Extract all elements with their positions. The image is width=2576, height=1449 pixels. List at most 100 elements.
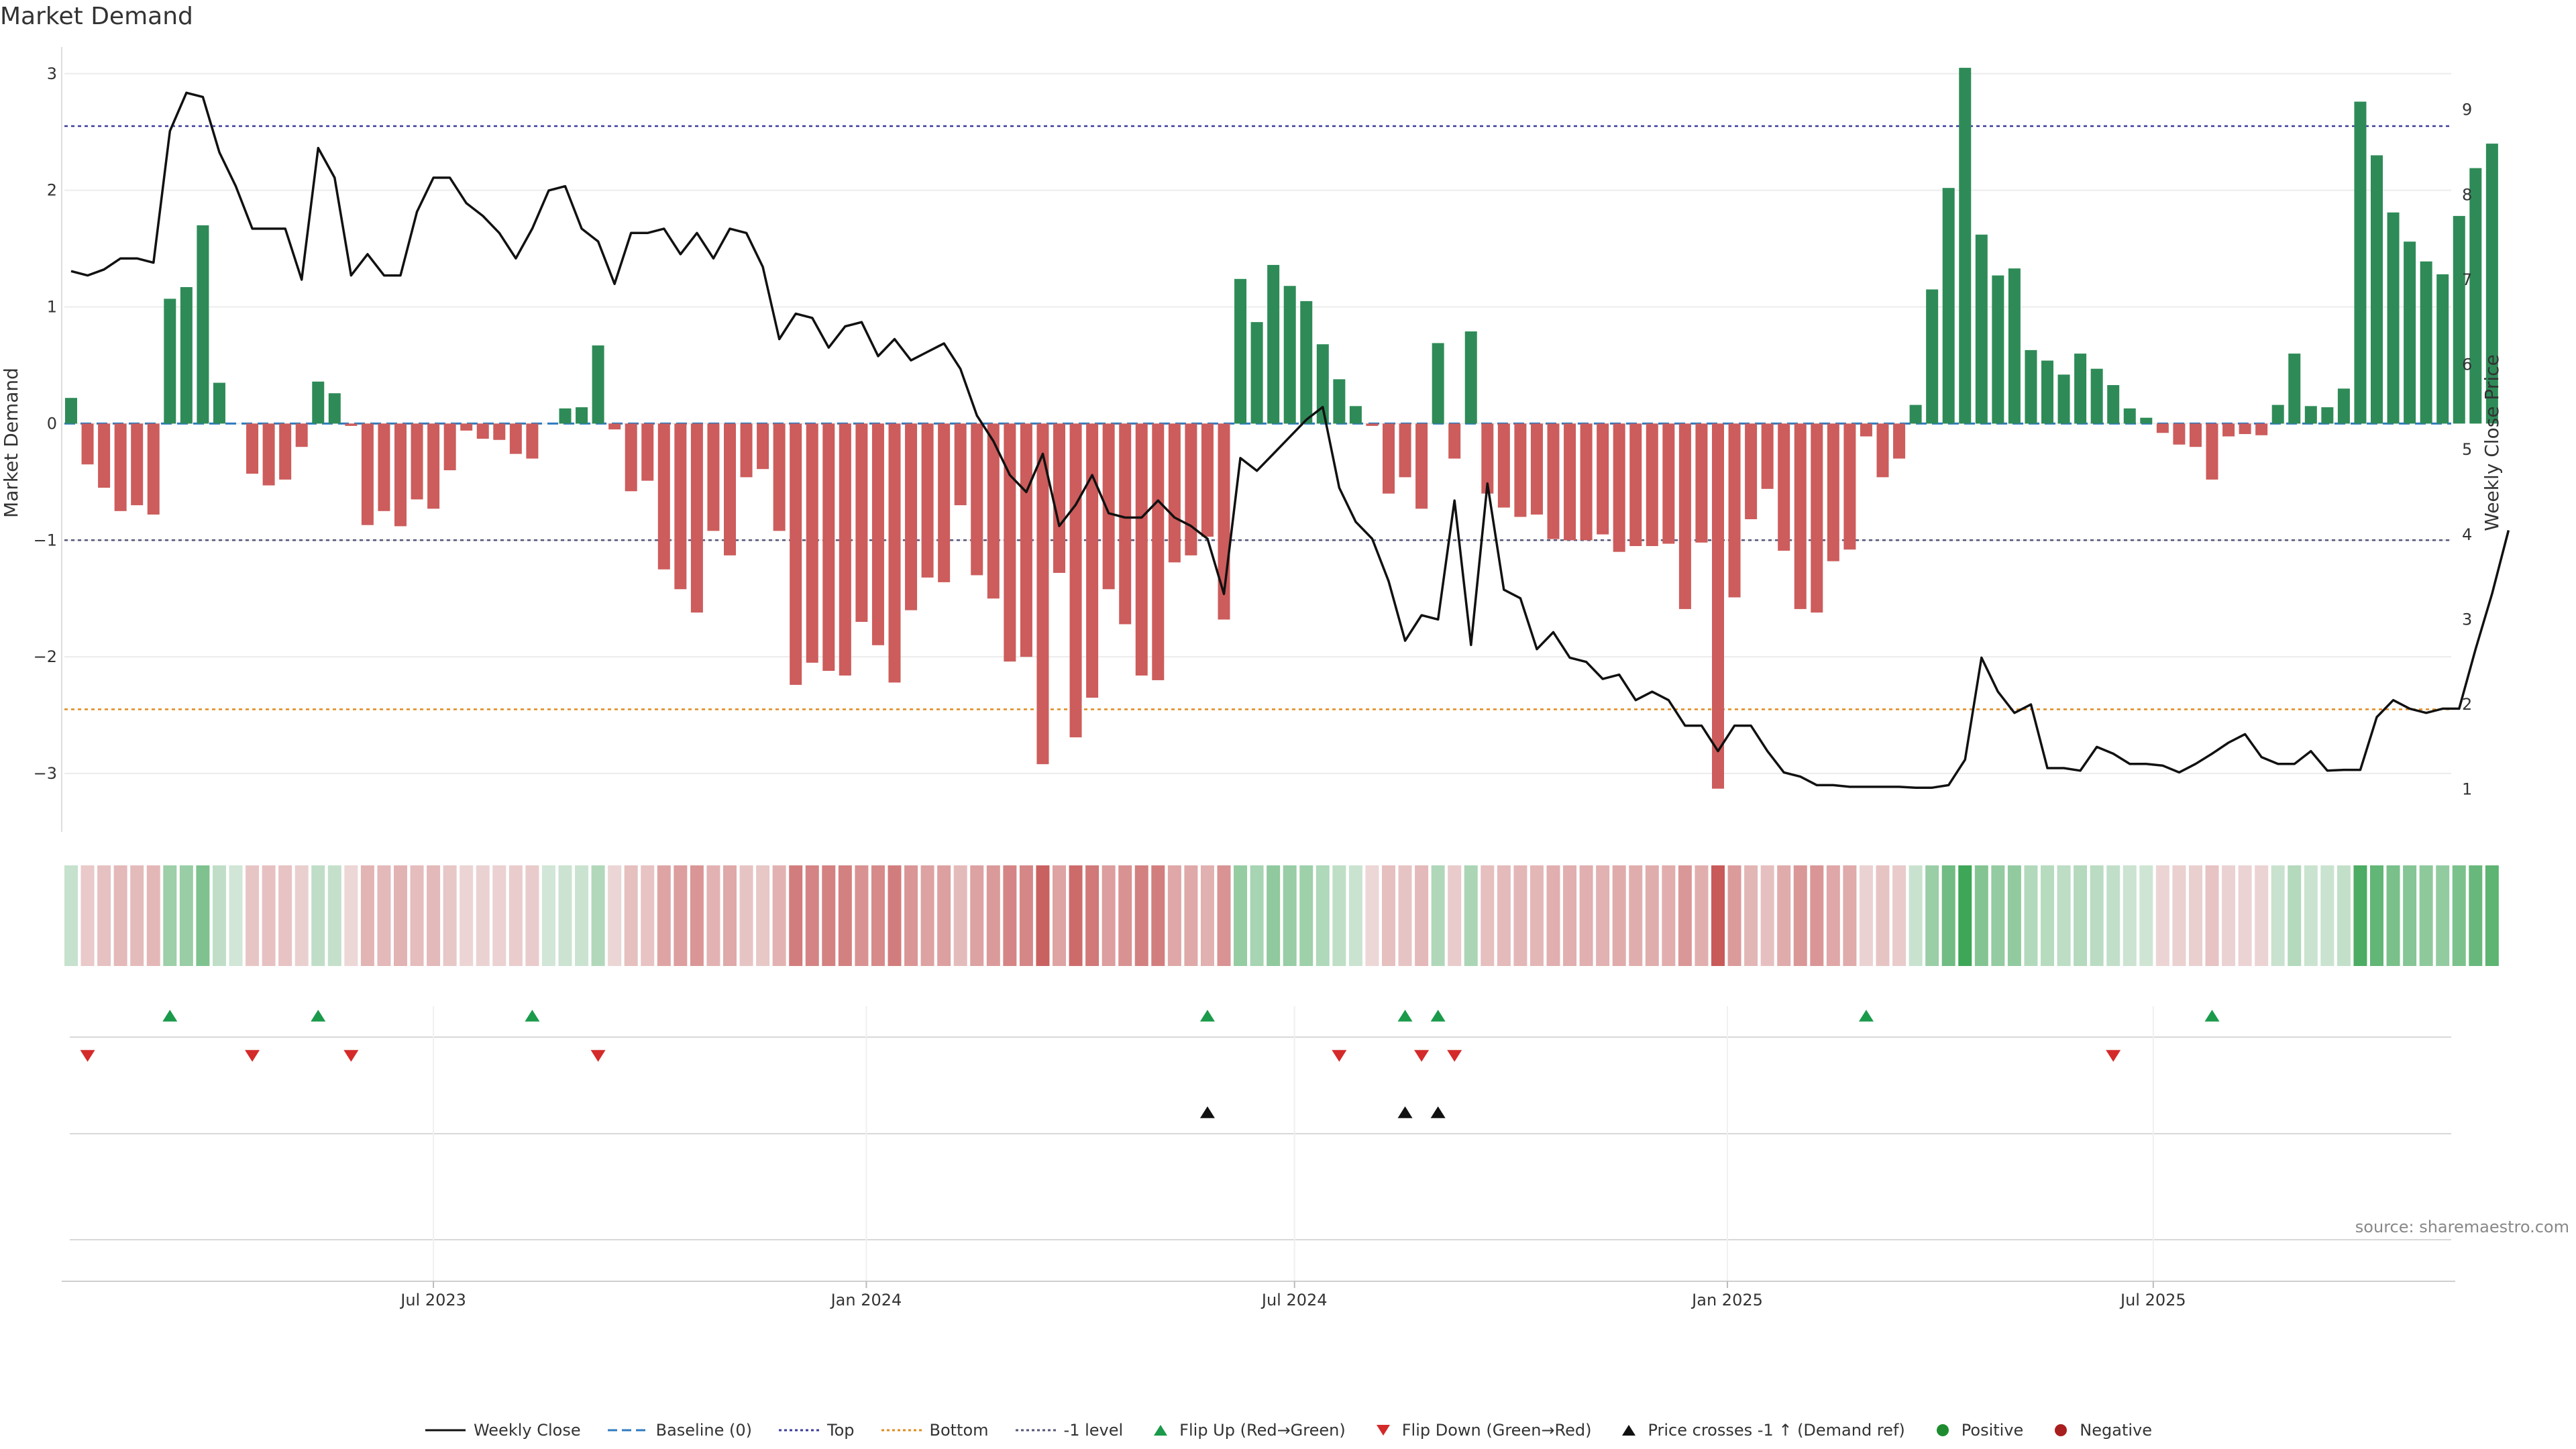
heat-cell [970, 865, 984, 966]
heat-cell [838, 865, 852, 966]
heat-cell [492, 865, 506, 966]
legend-item-negative: Negative [2049, 1421, 2152, 1440]
demand-bar [1678, 423, 1691, 609]
demand-bar [213, 382, 225, 424]
demand-bar [2156, 423, 2169, 433]
legend-symbol-minus1 [1015, 1429, 1056, 1432]
demand-bar [1564, 423, 1576, 541]
heat-cell [2469, 865, 2483, 966]
y2-tick-label: 4 [2462, 525, 2472, 544]
demand-bar [1778, 423, 1790, 551]
demand-bar [394, 423, 407, 527]
heat-cell [986, 865, 1000, 966]
heat-cell [1579, 865, 1593, 966]
demand-bar [1036, 423, 1049, 765]
heat-cell [1448, 865, 1462, 966]
demand-bar [757, 423, 769, 470]
heat-cell [1151, 865, 1165, 966]
legend-symbol-negative [2055, 1424, 2068, 1436]
demand-bar [2255, 423, 2268, 435]
demand-bar [1712, 423, 1724, 789]
demand-bar [1992, 275, 2004, 424]
heat-cell [2123, 865, 2137, 966]
legend-label: Weekly Close [473, 1421, 581, 1440]
demand-bar [1794, 423, 1807, 609]
heat-cell [1596, 865, 1610, 966]
demand-bar [2189, 423, 2202, 447]
heat-cell [196, 865, 210, 966]
demand-bar [246, 423, 259, 474]
demand-bar [1102, 423, 1115, 590]
heat-cell [97, 865, 111, 966]
heat-cell [1777, 865, 1791, 966]
heat-cell [558, 865, 572, 966]
demand-bar [147, 423, 160, 515]
heat-cell [1102, 865, 1116, 966]
heat-cell [229, 865, 243, 966]
demand-bar [1086, 423, 1099, 698]
heat-cell [1053, 865, 1066, 966]
heat-cell [1662, 865, 1676, 966]
demand-bar [2288, 354, 2301, 424]
demand-bar [1201, 423, 1214, 537]
heat-cell [1843, 865, 1857, 966]
demand-bar [1745, 423, 1758, 519]
demand-bar [98, 423, 111, 488]
demand-bar [1728, 423, 1741, 598]
demand-bar [1695, 423, 1708, 543]
demand-bar [641, 423, 654, 481]
demand-bar [526, 423, 539, 459]
demand-bar [2074, 354, 2087, 424]
heat-cell [113, 865, 127, 966]
legend-symbol-flip-down [1376, 1425, 1390, 1436]
demand-bar [509, 423, 522, 454]
y2-tick-label: 1 [2462, 780, 2472, 799]
demand-bar [1383, 423, 1395, 494]
demand-bar [773, 423, 786, 531]
demand-bar [1629, 423, 1642, 546]
demand-bar [657, 423, 670, 570]
heat-cell [1612, 865, 1626, 966]
heat-cell [575, 865, 589, 966]
legend-label: Baseline (0) [655, 1421, 752, 1440]
heat-cell [460, 865, 474, 966]
legend-label: Top [827, 1421, 855, 1440]
heat-cell [2255, 865, 2269, 966]
heat-cell [2370, 865, 2383, 966]
flip-down-marker [245, 1050, 260, 1062]
legend-label: Flip Down (Green→Red) [1401, 1421, 1592, 1440]
heat-cell [1793, 865, 1807, 966]
heat-cell [246, 865, 260, 966]
demand-bar [1975, 234, 1988, 424]
y-axis-label: Market Demand [0, 368, 22, 518]
flip-up-marker [162, 1010, 178, 1022]
x-tick-label: Jul 2024 [1260, 1291, 1328, 1309]
legend-symbol-weekly-close [425, 1429, 466, 1432]
flip-down-marker [343, 1050, 359, 1062]
heat-cell [1892, 865, 1907, 966]
heat-cell [723, 865, 737, 966]
heat-cell [674, 865, 688, 966]
flip-up-marker [1430, 1010, 1446, 1022]
y2-tick-label: 9 [2462, 101, 2472, 119]
demand-bar [1860, 423, 1872, 437]
flip-up-marker [311, 1010, 326, 1022]
heat-cell [1134, 865, 1148, 966]
flip-down-marker [2106, 1050, 2121, 1062]
demand-bar [411, 423, 423, 500]
heat-cell [1744, 865, 1758, 966]
heat-cell [904, 865, 918, 966]
demand-bar [114, 423, 127, 511]
legend-item-positive: Positive [1931, 1421, 2024, 1440]
heat-cell [1200, 865, 1214, 966]
demand-bar [2173, 423, 2186, 445]
demand-bar [625, 423, 637, 492]
demand-bar [2420, 261, 2432, 424]
heat-cell [1299, 865, 1313, 966]
legend-label: Positive [1961, 1421, 2024, 1440]
heat-cell [1365, 865, 1379, 966]
heat-cell [1974, 865, 1988, 966]
demand-bar [2337, 388, 2350, 424]
heat-cell [2139, 865, 2153, 966]
